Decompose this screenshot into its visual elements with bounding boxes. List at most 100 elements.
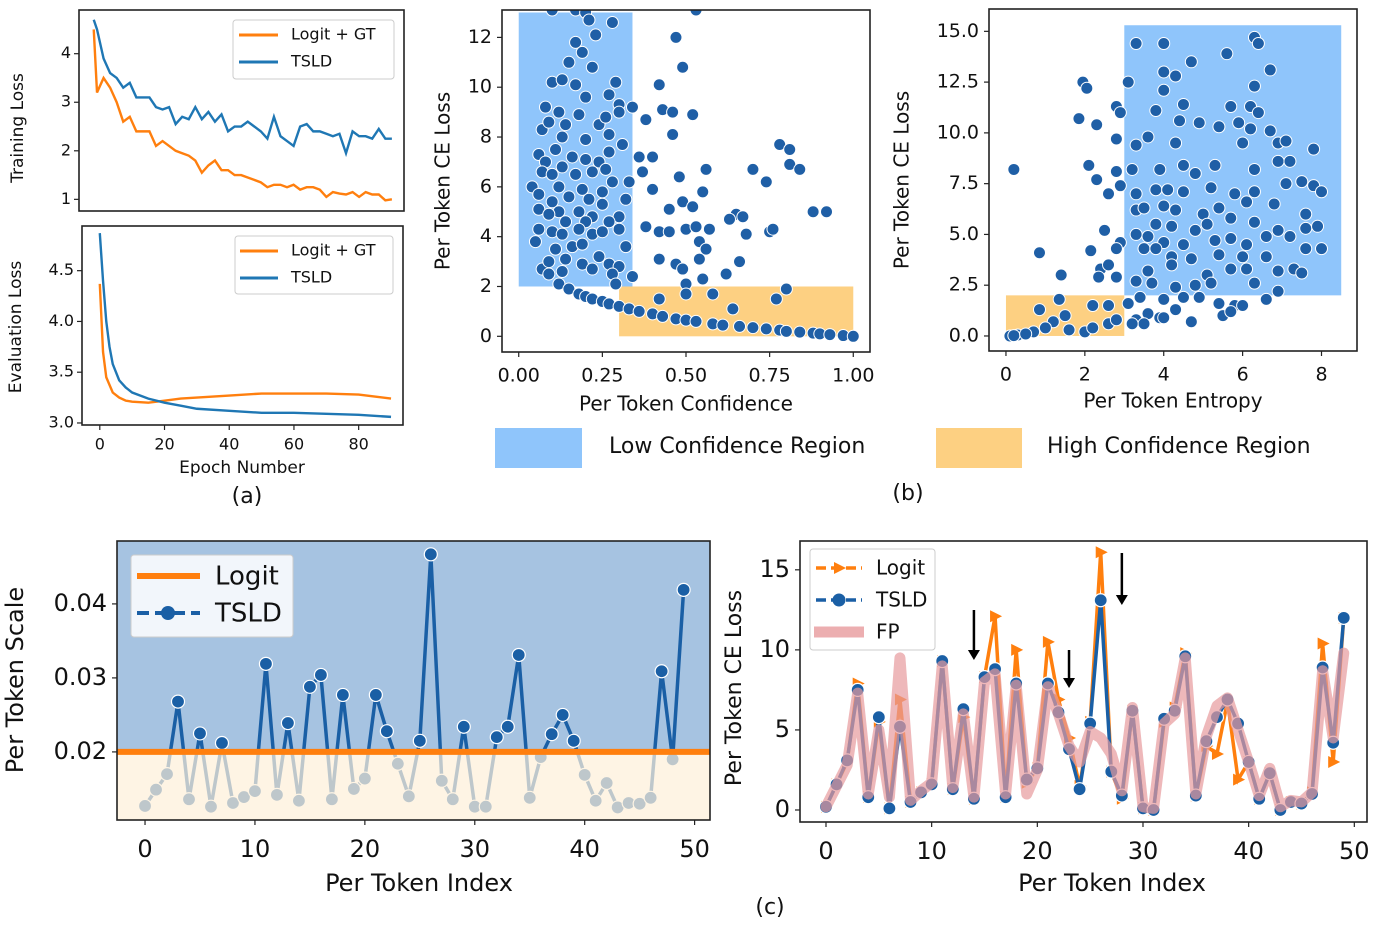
tsld-point: [170, 694, 186, 709]
x-tick-label: 0.25: [581, 365, 623, 387]
scatter-point: [722, 212, 736, 226]
scatter-point: [666, 105, 680, 119]
scatter-point: [1263, 124, 1277, 138]
scatter-point: [1086, 299, 1100, 313]
scatter-point: [1271, 284, 1285, 298]
panel-label-c: (c): [755, 895, 784, 920]
scatter-point: [619, 192, 633, 206]
scatter-point: [599, 162, 613, 176]
scatter-point: [1052, 292, 1066, 306]
scatter-point: [549, 142, 563, 156]
scatter-point: [793, 325, 807, 339]
legend-label: Logit: [215, 562, 279, 592]
scatter-point: [575, 45, 589, 59]
y-tick-label: 3.0: [49, 412, 74, 431]
scatter-point: [1204, 181, 1218, 195]
scatter-point: [692, 252, 706, 266]
y-tick-label: 8: [480, 126, 492, 148]
scatter-point: [662, 225, 676, 239]
x-tick-label: 50: [1339, 837, 1370, 865]
scatter-point: [1019, 327, 1033, 341]
y-tick-label: 7.5: [949, 172, 979, 194]
y-tick-label: 0.03: [54, 663, 107, 691]
x-tick-label: 30: [460, 835, 491, 863]
scatter-point: [1212, 201, 1226, 215]
x-tick-label: 10: [240, 835, 271, 863]
scatter-point: [602, 128, 616, 142]
scatter-point: [1315, 242, 1329, 256]
annotation-arrow-head: [967, 650, 980, 660]
x-tick-label: 20: [350, 835, 381, 863]
legend-label: Logit + GT: [291, 25, 376, 44]
scatter-points: [1003, 30, 1329, 343]
scatter-point: [572, 222, 586, 236]
scatter-point: [1054, 268, 1068, 282]
scatter-point: [559, 118, 573, 132]
y-tick-label: 10: [468, 76, 492, 98]
tsld-point: [871, 710, 886, 725]
scatter-point: [652, 78, 666, 92]
scatter-point: [555, 130, 569, 144]
legend-label: FP: [876, 620, 900, 644]
y-tick-label: 0: [480, 325, 492, 347]
tsld-point: [489, 730, 504, 745]
scatter-point: [575, 237, 589, 251]
scatter-point: [759, 322, 773, 336]
scatter-point: [1271, 264, 1285, 278]
scatter-point: [542, 255, 556, 269]
tsld-point: [566, 733, 581, 748]
x-tick-label: 8: [1315, 364, 1327, 386]
scatter-point: [689, 220, 703, 234]
scatter-point: [1240, 262, 1254, 276]
scatter-point: [1109, 242, 1123, 256]
scatter-point: [669, 30, 683, 44]
x-tick-label: 0: [1000, 364, 1012, 386]
scatter-point: [686, 108, 700, 122]
scatter-point: [733, 319, 747, 333]
scatter-point: [1176, 238, 1190, 252]
scatter-point: [1283, 154, 1297, 168]
scatter-point: [1137, 201, 1151, 215]
scatter-point: [1295, 175, 1309, 189]
plot-frame-per-token-ce-loss: [799, 540, 1368, 823]
scatter-point: [662, 202, 676, 216]
logit-point: [1317, 637, 1330, 650]
scatter-point: [1157, 199, 1171, 213]
scatter-point: [582, 13, 596, 27]
scatter-point: [585, 60, 599, 74]
scatter-point: [1157, 83, 1171, 97]
tsld-point: [423, 547, 438, 562]
scatter-point: [1224, 231, 1238, 245]
scatter-point: [582, 192, 596, 206]
tsld-point: [412, 733, 427, 748]
y-axis-label: Per Token CE Loss: [890, 91, 914, 269]
logit-point: [990, 610, 1003, 623]
scatter-point: [672, 170, 686, 184]
scatter-point: [1072, 112, 1086, 126]
scatter-point: [1208, 158, 1222, 172]
scatter-point: [572, 108, 586, 122]
tsld-point: [544, 727, 559, 742]
scatter-point: [652, 292, 666, 306]
scatter-point: [1169, 136, 1183, 150]
series-line-tsld: [92, 19, 392, 158]
scatter-point: [1149, 104, 1163, 118]
scatter-point: [579, 152, 593, 166]
scatter-point: [1176, 290, 1190, 304]
scatter-point: [1251, 106, 1265, 120]
x-tick-label: 6: [1237, 364, 1249, 386]
scatter-point: [585, 262, 599, 276]
scatter-point: [1062, 323, 1076, 337]
scatter-point: [716, 318, 730, 332]
x-tick-label: 1.00: [832, 365, 874, 387]
scatter-point: [569, 78, 583, 92]
y-axis-label: Per Token CE Loss: [722, 590, 747, 786]
tsld-point: [258, 656, 274, 671]
scatter-point: [666, 128, 680, 142]
x-tick-label: 2: [1079, 364, 1091, 386]
scatter-point: [1086, 321, 1100, 335]
y-tick-label: 3.5: [49, 362, 74, 381]
scatter-point: [1267, 197, 1281, 211]
scatter-point: [1129, 274, 1143, 288]
